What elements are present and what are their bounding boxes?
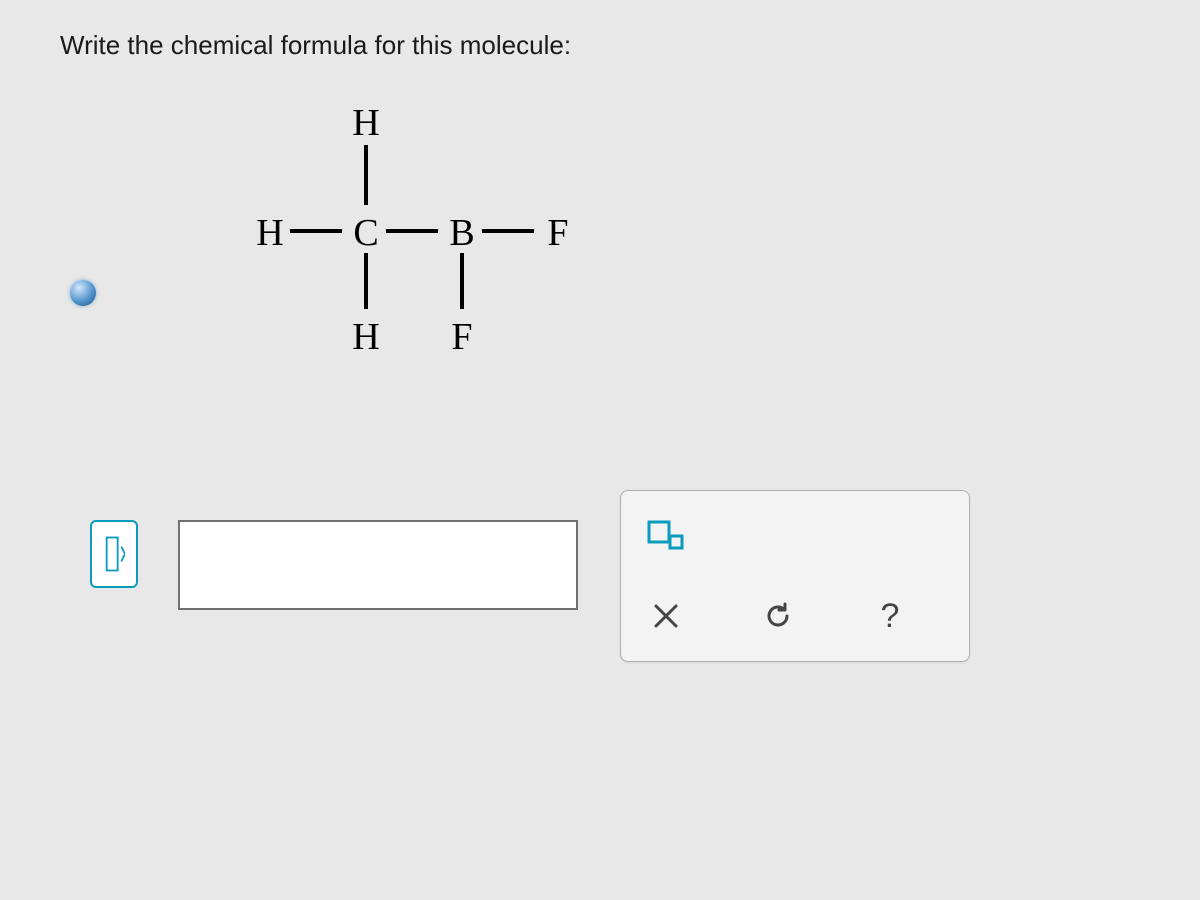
atom-F_bot: F (444, 315, 480, 359)
subscript-icon (647, 520, 685, 552)
question-panel: Write the chemical formula for this mole… (0, 0, 1200, 391)
help-icon: ? (881, 597, 900, 636)
bond-C-B (386, 229, 438, 233)
bond-C-H_bot (364, 253, 368, 309)
close-icon (652, 602, 680, 630)
formula-dropdown-button[interactable] (90, 520, 138, 588)
bond-B-F_bot (460, 253, 464, 309)
atom-F_right: F (540, 211, 576, 255)
subscript-tool-button[interactable] (635, 505, 697, 567)
atom-H_top: H (348, 101, 384, 145)
molecule-diagram: H H C B F H F (240, 101, 660, 361)
help-button[interactable]: ? (859, 585, 921, 647)
atom-H_bot: H (348, 315, 384, 359)
clear-button[interactable] (635, 585, 697, 647)
tool-palette: ? (620, 490, 970, 662)
formula-input[interactable] (178, 520, 578, 610)
reset-button[interactable] (747, 585, 809, 647)
atom-C: C (348, 211, 384, 255)
bond-H_left-C (290, 229, 342, 233)
bond-H_top-C (364, 145, 368, 205)
status-indicator-icon (70, 280, 96, 306)
reset-icon (763, 601, 793, 631)
atom-B: B (444, 211, 480, 255)
atom-H_left: H (252, 211, 288, 255)
question-prompt: Write the chemical formula for this mole… (60, 30, 1140, 61)
bond-B-F_right (482, 229, 534, 233)
answer-row (90, 520, 578, 610)
dropdown-bracket-icon (103, 534, 125, 574)
